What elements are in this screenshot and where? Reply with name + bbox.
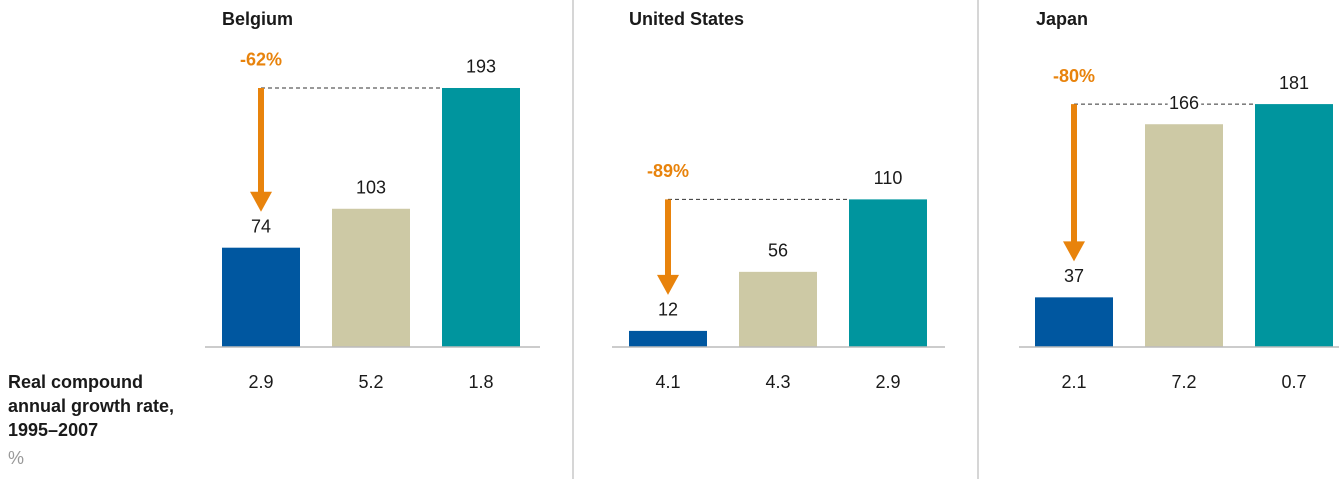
- arrow-head: [657, 274, 679, 295]
- row-label: Real compound annual growth rate, 1995–2…: [8, 372, 175, 440]
- bar: [1145, 124, 1223, 347]
- growth-label: 4.3: [765, 372, 790, 392]
- bar: [739, 271, 817, 347]
- bar: [1255, 104, 1333, 348]
- arrow-head: [1063, 241, 1085, 262]
- growth-label: 4.1: [655, 372, 680, 392]
- value-label: 12: [658, 300, 678, 320]
- bar: [849, 199, 927, 347]
- growth-label: 2.1: [1061, 372, 1086, 392]
- bar: [222, 247, 300, 347]
- value-label: 74: [251, 216, 271, 236]
- growth-label: 7.2: [1171, 372, 1196, 392]
- value-label: 193: [466, 57, 496, 77]
- bar: [629, 330, 707, 347]
- panel-title: Belgium: [222, 9, 293, 29]
- bar: [1035, 297, 1113, 347]
- panel-title: Japan: [1036, 9, 1088, 29]
- value-label: 181: [1279, 73, 1309, 93]
- bar: [442, 87, 520, 347]
- value-label: 110: [874, 168, 903, 188]
- value-label: 56: [768, 241, 788, 261]
- growth-label: 1.8: [468, 372, 493, 392]
- value-label: 103: [356, 178, 386, 198]
- arrow-head: [250, 191, 272, 212]
- annotation: -80%: [1053, 66, 1095, 86]
- annotation: -89%: [647, 161, 689, 181]
- row-unit: %: [8, 448, 25, 468]
- value-label: 37: [1064, 266, 1084, 286]
- growth-label: 5.2: [358, 372, 383, 392]
- panel-title: United States: [629, 9, 744, 29]
- growth-label: 0.7: [1281, 372, 1306, 392]
- value-label: 166: [1169, 93, 1199, 113]
- growth-label: 2.9: [875, 372, 900, 392]
- bar: [332, 208, 410, 347]
- growth-label: 2.9: [248, 372, 273, 392]
- annotation: -62%: [240, 50, 282, 70]
